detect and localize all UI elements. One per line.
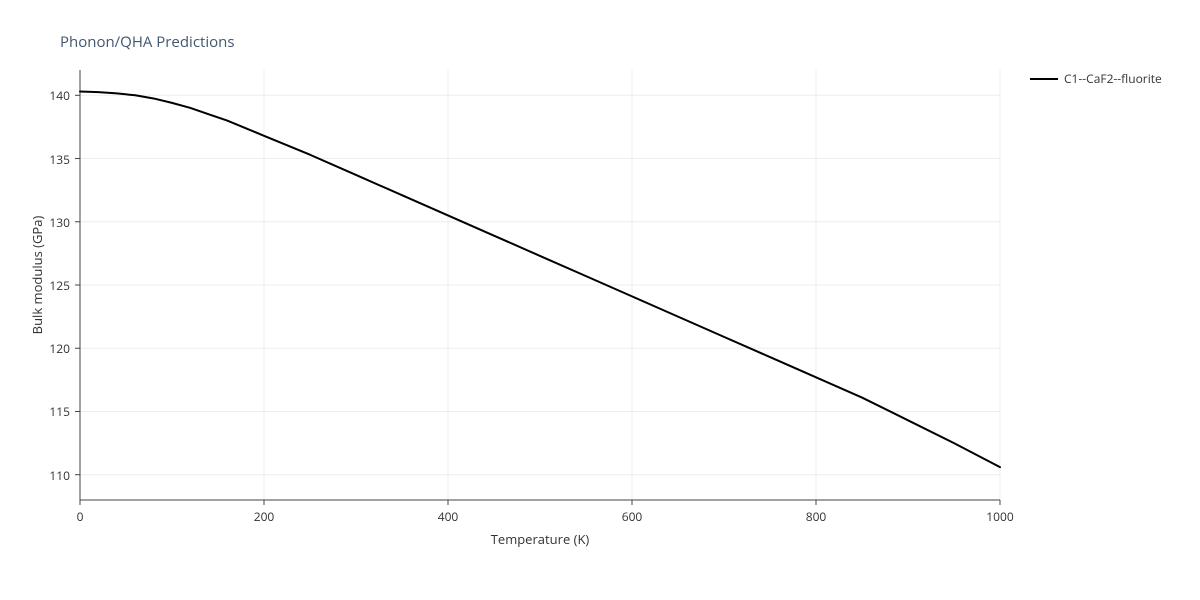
x-tick-label: 200 [249,508,279,525]
legend: C1--CaF2--fluorite [1030,70,1162,87]
x-tick-label: 1000 [985,508,1015,525]
legend-line-icon [1030,78,1058,80]
x-tick-label: 400 [433,508,463,525]
legend-item-label: C1--CaF2--fluorite [1064,70,1162,87]
chart-container: Phonon/QHA Predictions Temperature (K) B… [0,0,1200,600]
y-tick-label: 120 [49,340,70,357]
chart-title: Phonon/QHA Predictions [60,32,235,52]
y-tick-label: 140 [49,87,70,104]
y-tick-label: 135 [49,151,70,168]
y-tick-label: 115 [49,403,70,420]
x-axis-label: Temperature (K) [480,530,600,548]
x-tick-label: 0 [65,508,95,525]
x-tick-label: 800 [801,508,831,525]
y-axis-label: Bulk modulus (GPa) [28,200,46,350]
y-tick-label: 110 [49,467,70,484]
y-tick-label: 125 [49,277,70,294]
y-tick-label: 130 [49,214,70,231]
chart-plot [0,0,1200,600]
x-tick-label: 600 [617,508,647,525]
